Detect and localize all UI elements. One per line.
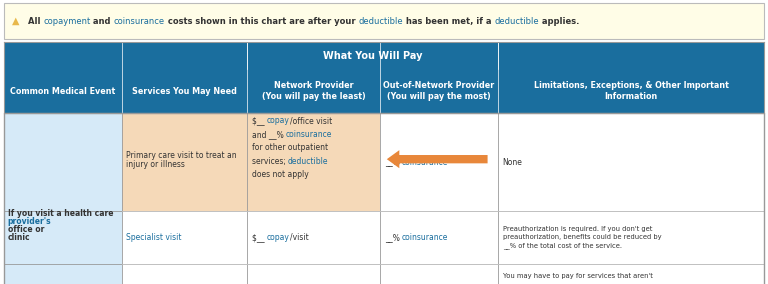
FancyBboxPatch shape	[4, 113, 121, 284]
FancyBboxPatch shape	[498, 113, 764, 211]
Text: Out-of-Network Provider
(You will pay the most): Out-of-Network Provider (You will pay th…	[383, 81, 495, 101]
Text: and: and	[91, 16, 114, 26]
FancyBboxPatch shape	[4, 3, 764, 39]
FancyBboxPatch shape	[121, 264, 247, 284]
Text: copay: copay	[266, 233, 290, 242]
Text: If you visit a health care: If you visit a health care	[8, 209, 113, 218]
Text: clinic: clinic	[8, 233, 30, 242]
Text: Services You May Need: Services You May Need	[132, 87, 237, 95]
Text: /visit: /visit	[290, 233, 309, 242]
Text: Preauthorization is required. If you don't get: Preauthorization is required. If you don…	[502, 226, 652, 232]
Text: Primary care visit to treat an: Primary care visit to treat an	[126, 151, 237, 160]
Text: coinsurance: coinsurance	[114, 16, 165, 26]
Text: preauthorization, benefits could be reduced by: preauthorization, benefits could be redu…	[502, 234, 661, 240]
Text: ▲: ▲	[12, 16, 19, 26]
FancyBboxPatch shape	[4, 42, 764, 113]
Text: has been met, if a: has been met, if a	[403, 16, 495, 26]
Text: copayment: copayment	[43, 16, 91, 26]
Text: provider's: provider's	[8, 217, 51, 226]
Text: __%: __%	[385, 233, 402, 242]
Text: Limitations, Exceptions, & Other Important
Information: Limitations, Exceptions, & Other Importa…	[534, 81, 729, 101]
Text: deductible: deductible	[288, 156, 329, 166]
FancyBboxPatch shape	[498, 211, 764, 264]
Text: What You Will Pay: What You Will Pay	[323, 51, 422, 60]
Text: deductible: deductible	[359, 16, 403, 26]
FancyArrowPatch shape	[387, 150, 488, 168]
Text: coinsurance: coinsurance	[402, 158, 449, 166]
Text: copay: copay	[266, 116, 290, 126]
Text: __% of the total cost of the service.: __% of the total cost of the service.	[502, 242, 621, 248]
Text: office or: office or	[8, 225, 44, 234]
Text: applies.: applies.	[539, 16, 579, 26]
FancyBboxPatch shape	[380, 264, 498, 284]
FancyBboxPatch shape	[247, 264, 380, 284]
Text: All: All	[28, 16, 43, 26]
Text: You may have to pay for services that aren't: You may have to pay for services that ar…	[502, 273, 653, 279]
Text: and __%: and __%	[252, 130, 286, 139]
Text: Network Provider
(You will pay the least): Network Provider (You will pay the least…	[262, 81, 366, 101]
Text: costs shown in this chart are after your: costs shown in this chart are after your	[165, 16, 359, 26]
Text: coinsurance: coinsurance	[402, 233, 449, 242]
FancyBboxPatch shape	[498, 264, 764, 284]
Text: services;: services;	[252, 156, 288, 166]
Text: $__: $__	[252, 116, 266, 126]
Text: Common Medical Event: Common Medical Event	[10, 87, 115, 95]
Text: __%: __%	[385, 158, 402, 166]
Text: $__: $__	[252, 233, 266, 242]
Text: /office visit: /office visit	[290, 116, 332, 126]
Text: deductible: deductible	[495, 16, 539, 26]
Text: Specialist visit: Specialist visit	[126, 233, 182, 242]
Text: injury or illness: injury or illness	[126, 160, 185, 169]
FancyBboxPatch shape	[380, 211, 498, 264]
Text: None: None	[502, 158, 522, 166]
FancyBboxPatch shape	[380, 113, 498, 211]
Text: coinsurance: coinsurance	[286, 130, 333, 139]
Text: does not apply: does not apply	[252, 170, 309, 179]
Text: for other outpatient: for other outpatient	[252, 143, 328, 152]
FancyBboxPatch shape	[247, 113, 380, 211]
FancyBboxPatch shape	[247, 211, 380, 264]
FancyBboxPatch shape	[121, 211, 247, 264]
FancyBboxPatch shape	[121, 113, 247, 211]
